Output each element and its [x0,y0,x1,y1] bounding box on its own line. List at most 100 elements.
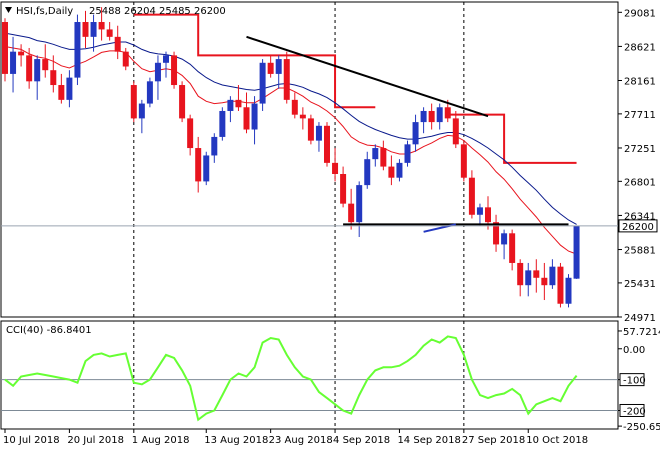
last-price-tag [618,219,658,233]
price-tick-label-0: 29081 [624,8,656,19]
candle-23 [187,114,194,156]
x-tick-label-8: 10 Oct 2018 [526,435,588,446]
candle-39 [315,122,322,152]
candle-body [50,70,57,86]
candle-body [74,22,81,78]
candle-body [259,62,266,104]
candle-body [315,125,322,141]
collapse-triangle-icon[interactable] [5,7,12,13]
candle-69 [557,262,564,308]
candle-body [348,203,355,223]
x-tick-label-1: 20 Jul 2018 [67,435,124,446]
candle-43 [348,188,355,230]
candle-36 [291,92,298,119]
candle-59 [476,203,483,226]
price-tick-label-6: 26341 [624,211,656,222]
candle-body [66,77,73,100]
price-tick-label-2: 28161 [624,77,656,88]
candle-body [340,173,347,204]
x-tick-label-3: 13 Aug 2018 [204,435,268,446]
candle-body [428,110,435,123]
moving-averages [4,32,577,255]
candle-37 [299,107,306,130]
trend-line [246,35,489,118]
candle-71 [573,225,580,279]
candle-body [26,55,33,82]
price-axis: 29081 28621 28161 27711 27251 26801 26341 25881… [618,8,658,324]
candle-66 [533,259,540,293]
candle-31 [251,96,258,145]
stop-level-line [133,13,577,164]
cci-tick-box-3 [619,403,645,417]
candle-body [452,118,459,145]
candle-body [412,122,419,145]
candle-body [42,59,49,71]
candle-body [106,29,113,37]
candle-2 [18,44,25,67]
candle-body [444,107,451,119]
price-panel-frame [0,1,619,318]
candle-26 [211,133,218,163]
candle-13 [106,22,113,41]
candle-54 [436,103,443,130]
candle-body [163,55,169,63]
candle-body [171,55,178,86]
price-tick-label-8: 25431 [624,279,656,290]
x-tick-label-5: 4 Sep 2018 [333,435,390,446]
candle-body [372,148,379,160]
candles [2,7,580,308]
candle-body [332,162,339,174]
cci-tick-label-2: -100 [623,376,646,387]
ma-fast-line [4,46,577,255]
candle-47 [380,140,387,171]
candle-body [291,99,298,115]
time-axis: 10 Jul 2018 20 Jul 2018 1 Aug 2018 13 Aug 2… [3,429,588,446]
candle-61 [493,214,500,252]
candle-body [203,155,210,182]
candle-51 [412,114,419,152]
candle-body [364,159,371,186]
candle-15 [122,47,129,71]
candle-5 [42,44,49,78]
candle-49 [396,159,403,182]
candle-body [517,262,524,286]
candle-body [299,114,306,119]
candle-28 [227,96,234,123]
candle-body [267,62,274,74]
candle-body [251,103,258,130]
candle-body [235,99,242,108]
cci-tick-label-0: 57.7214 [623,327,660,338]
candle-40 [324,122,330,167]
candle-29 [235,85,242,111]
candle-body [114,36,121,52]
cci-series [1,335,618,422]
candle-42 [340,166,347,208]
candle-52 [420,107,427,134]
candle-body [549,266,556,286]
candle-body [533,270,540,278]
candle-44 [356,181,363,238]
candle-body [2,22,8,74]
candle-30 [243,92,250,134]
last-price-tag-label: 26200 [622,222,654,233]
candle-22 [179,81,186,123]
cci-axis: 57.7214 0.00 -100 -200 -250.650 [618,327,660,433]
price-tick-label-3: 27711 [624,110,656,121]
price-tick-label-7: 25881 [624,246,656,257]
candle-body [541,277,548,286]
cci-line [4,335,578,422]
stop-levels [133,13,577,164]
candle-68 [549,259,556,289]
candle-46 [372,144,379,167]
candle-48 [388,155,395,186]
candle-body [307,118,314,141]
cci-tick-label-1: 0.00 [623,345,645,356]
cci-label: CCI(40) -86.8401 [6,325,92,336]
symbol-label: HSI,fs,Daily [16,6,73,17]
candle-body [324,125,330,163]
candle-body [82,22,89,37]
candle-body [275,59,282,74]
candle-12 [98,7,105,41]
price-tick-label-4: 27251 [624,144,656,155]
